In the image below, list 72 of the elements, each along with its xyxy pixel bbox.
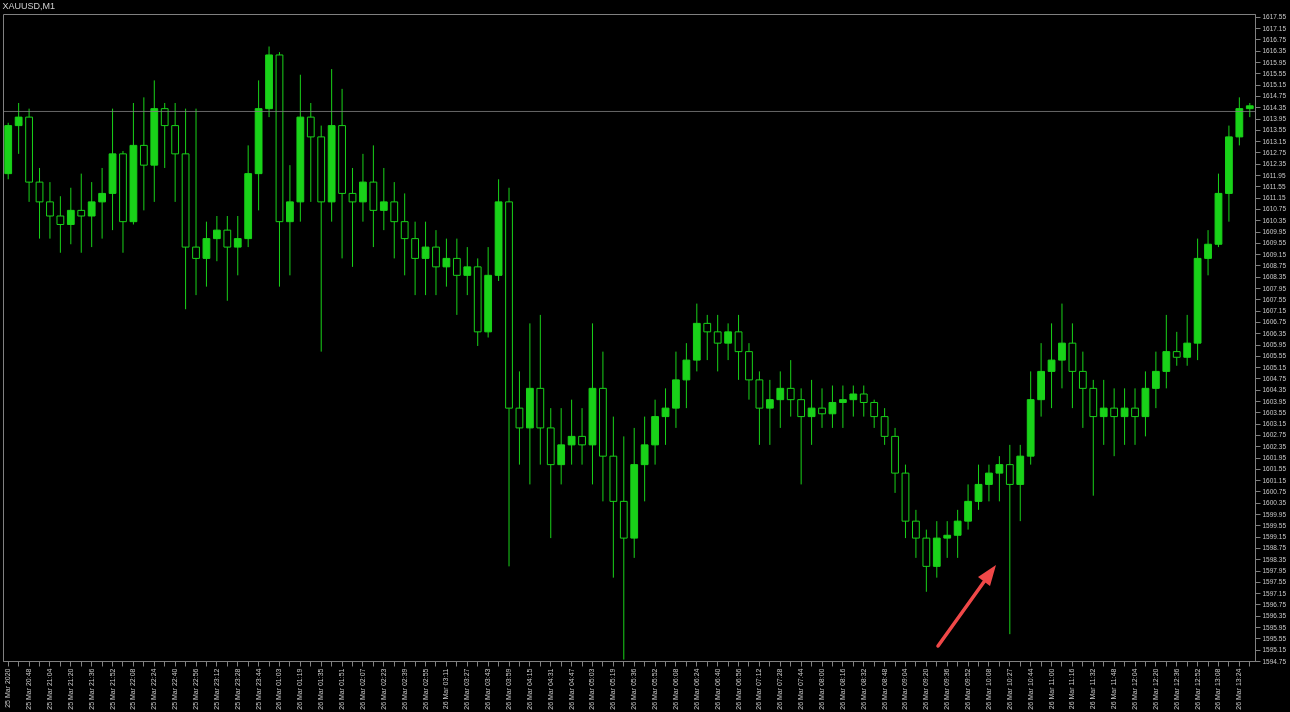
candlestick (432, 229, 440, 296)
candlestick (1151, 351, 1160, 409)
candlestick (985, 464, 993, 502)
candlestick (1131, 387, 1139, 446)
candlestick (974, 464, 983, 511)
candlestick (943, 520, 952, 559)
candlestick (797, 387, 806, 485)
candlestick (66, 187, 75, 245)
candlestick (87, 181, 96, 248)
candlestick (859, 385, 868, 418)
candlestick (849, 385, 858, 418)
candlestick (192, 108, 200, 296)
candlestick (379, 167, 388, 231)
candlestick (515, 370, 524, 466)
candlestick (1204, 229, 1212, 276)
candlestick (1058, 303, 1066, 389)
candlestick (838, 385, 847, 429)
candlestick (442, 238, 451, 288)
candlestick (212, 215, 221, 262)
candlestick (870, 399, 879, 429)
candlestick (724, 322, 733, 361)
candlestick (964, 483, 972, 531)
candlestick (400, 192, 409, 276)
candlestick (703, 314, 712, 361)
candlestick (463, 246, 472, 296)
candlestick (1078, 351, 1087, 429)
candlestick (713, 314, 722, 372)
candlestick (46, 181, 54, 240)
candlestick (452, 238, 461, 316)
candlestick (578, 407, 586, 466)
candlestick (661, 387, 670, 446)
candlestick (765, 379, 774, 446)
candlestick (1120, 387, 1129, 446)
candlestick (995, 455, 1004, 502)
candlestick (818, 387, 826, 429)
candlestick (286, 164, 294, 276)
candlestick (160, 102, 169, 169)
chart-title: XAUUSD,M1 (2, 0, 56, 11)
candlestick (77, 173, 86, 254)
candlestick (306, 102, 315, 203)
candlestick (35, 167, 44, 240)
candlestick (912, 509, 920, 559)
candlestick (776, 370, 785, 429)
candlestick (421, 221, 430, 296)
candlestick (14, 102, 23, 155)
candlestick (567, 399, 576, 466)
candlestick (1099, 379, 1108, 446)
candlestick (807, 379, 816, 446)
candlestick (1005, 444, 1014, 635)
candlestick (56, 195, 65, 254)
candlestick (1162, 314, 1171, 389)
candlestick (786, 359, 795, 418)
candlestick (734, 314, 743, 381)
candlestick (98, 167, 107, 240)
candlestick (1183, 314, 1192, 367)
candlestick (880, 407, 889, 446)
candlestick (233, 215, 242, 276)
candlestick (828, 385, 837, 429)
candlestick (953, 509, 962, 559)
candlestick (139, 96, 148, 211)
candlestick (202, 221, 211, 288)
candlestick (223, 215, 232, 302)
candlestick (390, 181, 399, 259)
candlestick (1172, 331, 1181, 367)
candlestick (348, 167, 357, 268)
candlestick (1047, 322, 1056, 409)
candlestick (1110, 387, 1119, 457)
candlestick (640, 416, 649, 502)
candlestick (411, 221, 420, 296)
candlestick (359, 153, 367, 223)
candlestick (682, 342, 691, 409)
candlestick (557, 407, 566, 485)
